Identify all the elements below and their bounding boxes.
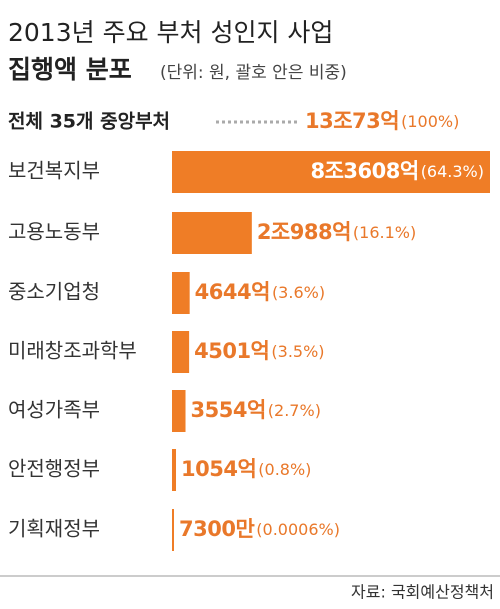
category-label: 기획재정부 xyxy=(8,517,100,541)
value-label: 3554억 (2.7%) xyxy=(191,398,321,422)
bar xyxy=(172,449,177,491)
category-label: 중소기업청 xyxy=(8,280,100,304)
share-label: (3.5%) xyxy=(271,342,324,361)
amount-label: 1054억 xyxy=(181,457,256,481)
total-share: (100%) xyxy=(401,112,459,131)
chart-subtitle: (단위: 원, 괄호 안은 비중) xyxy=(160,63,347,83)
share-label: (0.8%) xyxy=(258,460,311,479)
value-label: 4644억 (3.6%) xyxy=(195,280,325,304)
category-label: 여성가족부 xyxy=(8,398,100,422)
bar xyxy=(172,151,490,193)
total-amount: 13조73억 xyxy=(305,109,399,133)
bar xyxy=(172,272,190,314)
share-label: (0.0006%) xyxy=(256,520,340,539)
chart-title: 2013년 주요 부처 성인지 사업 xyxy=(8,18,333,47)
bar xyxy=(172,212,252,254)
share-label: (3.6%) xyxy=(272,283,325,302)
total-value-label: 13조73억 (100%) xyxy=(305,109,459,133)
share-label: (64.3%) xyxy=(421,162,484,181)
value-label: 8조3608억 (64.3%) xyxy=(310,159,484,183)
category-label: 미래창조과학부 xyxy=(8,339,137,363)
share-label: (16.1%) xyxy=(353,223,416,242)
bar xyxy=(172,331,190,373)
amount-label: 7300만 xyxy=(179,517,254,541)
amount-label: 2조988억 xyxy=(257,220,351,244)
chart-title: 집행액 분포 xyxy=(8,55,132,84)
category-label: 고용노동부 xyxy=(8,220,100,244)
bar xyxy=(172,509,174,551)
value-label: 2조988억 (16.1%) xyxy=(257,220,416,244)
value-label: 4501억 (3.5%) xyxy=(194,339,324,363)
category-label: 안전행정부 xyxy=(8,457,100,481)
amount-label: 3554억 xyxy=(191,398,266,422)
share-label: (2.7%) xyxy=(268,401,321,420)
source: 자료: 국회예산정책처 xyxy=(351,583,494,602)
category-label: 보건복지부 xyxy=(8,159,100,183)
value-label: 7300만 (0.0006%) xyxy=(179,517,340,541)
amount-label: 8조3608억 xyxy=(310,159,418,183)
total-label: 전체 35개 중앙부처 xyxy=(8,111,170,133)
amount-label: 4501억 xyxy=(194,339,269,363)
amount-label: 4644억 xyxy=(195,280,270,304)
value-label: 1054억 (0.8%) xyxy=(181,457,311,481)
bar xyxy=(172,390,186,432)
